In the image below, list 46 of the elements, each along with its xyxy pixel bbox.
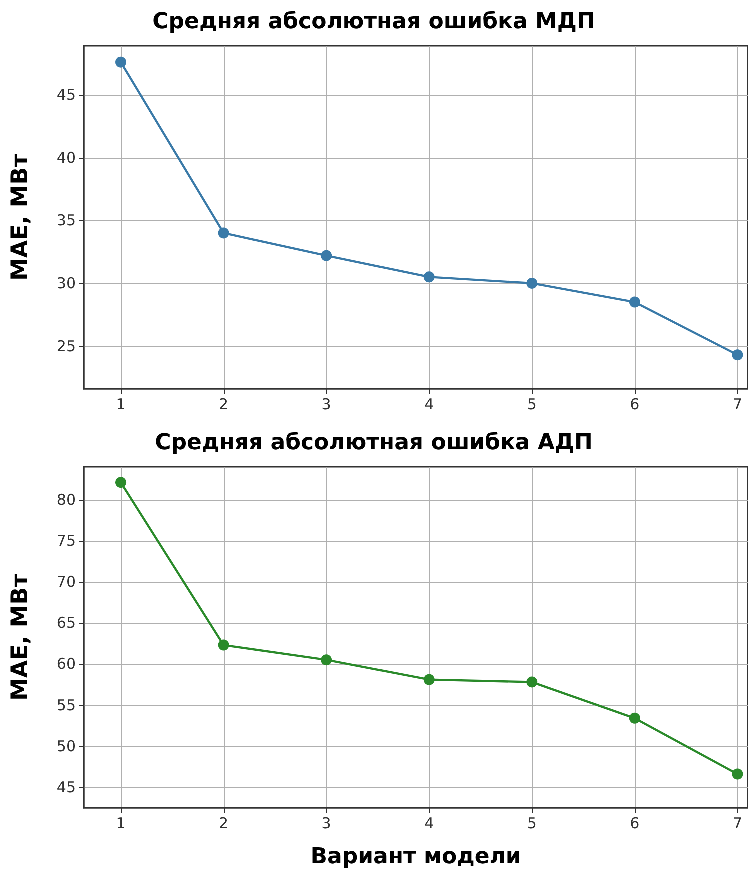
chart-title: Средняя абсолютная ошибка МДП [152, 10, 596, 34]
point [629, 712, 640, 724]
x-tick-label: 6 [630, 814, 640, 832]
point [629, 296, 640, 308]
y-axis-title: MAE, МВт [8, 573, 34, 701]
y-tick-label: 75 [56, 532, 76, 550]
x-tick-label: 5 [527, 814, 537, 832]
point [732, 350, 744, 361]
point [116, 56, 127, 68]
point [321, 250, 332, 262]
point [732, 768, 744, 780]
y-axis-title: MAE, МВт [8, 153, 34, 281]
y-tick-label: 30 [56, 274, 76, 292]
y-tick-label: 60 [56, 655, 76, 674]
point [424, 674, 435, 686]
y-tick-label: 40 [56, 148, 76, 167]
x-tick-label: 7 [732, 814, 742, 832]
point [321, 654, 332, 666]
x-axis-title: Вариант модели [310, 844, 522, 870]
x-tick-label: 7 [732, 396, 742, 414]
chart-title: Средняя абсолютная ошибка АДП [155, 430, 593, 456]
x-tick-label: 6 [630, 396, 640, 414]
x-tick-label: 5 [527, 396, 537, 414]
y-tick-label: 35 [56, 212, 76, 230]
y-tick-label: 45 [56, 778, 76, 796]
point [526, 278, 538, 289]
y-tick-label: 65 [56, 614, 76, 632]
point [526, 676, 538, 688]
y-tick-label: 45 [56, 86, 76, 104]
point [218, 228, 230, 239]
point [116, 477, 127, 488]
y-tick-label: 25 [56, 337, 76, 356]
x-tick-label: 2 [219, 814, 229, 832]
x-tick-label: 1 [116, 396, 126, 414]
point [218, 640, 230, 651]
y-tick-label: 55 [56, 696, 76, 714]
point [424, 272, 435, 283]
y-tick-label: 50 [56, 737, 76, 756]
y-tick-label: 70 [56, 573, 76, 592]
x-tick-label: 4 [424, 396, 434, 414]
x-tick-label: 4 [424, 814, 434, 832]
x-tick-label: 1 [116, 814, 126, 832]
x-tick-label: 3 [322, 814, 332, 832]
y-tick-label: 80 [56, 490, 76, 509]
x-tick-label: 3 [322, 396, 332, 414]
x-tick-label: 2 [219, 396, 229, 414]
